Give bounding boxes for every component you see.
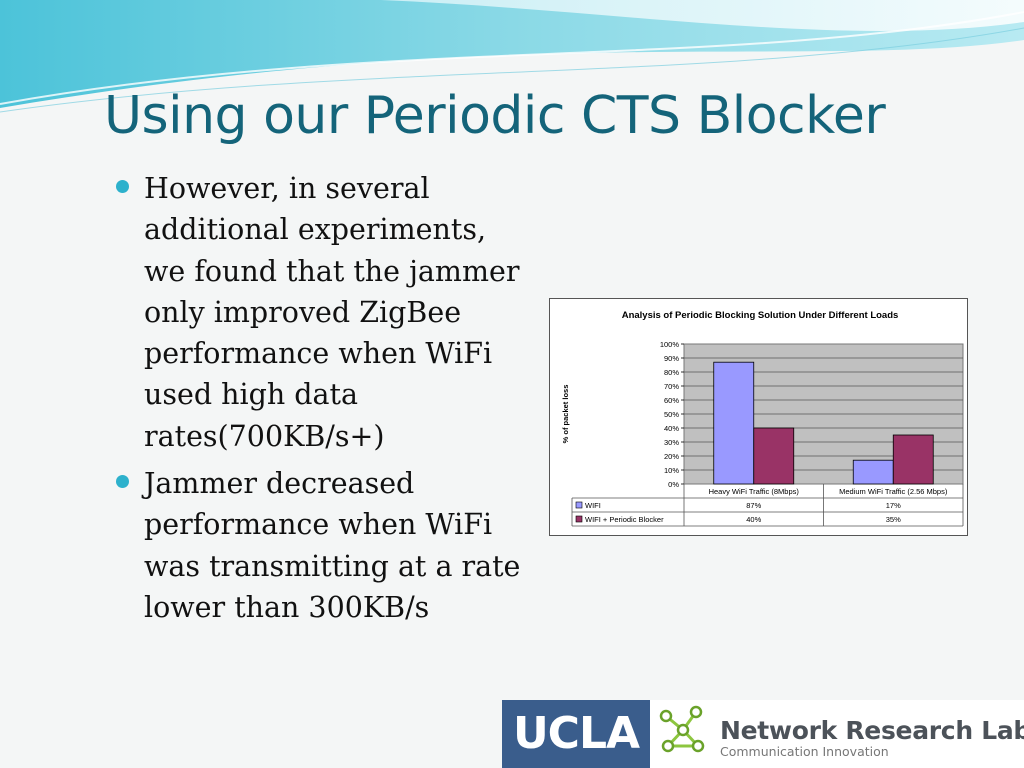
data-label: 17% [886, 501, 901, 510]
y-axis-label: % of packet loss [561, 385, 570, 444]
chart-container: Analysis of Periodic Blocking Solution U… [549, 298, 968, 536]
bullet-dot-icon [116, 180, 129, 193]
category-label: Medium WiFi Traffic (2.56 Mbps) [839, 487, 948, 496]
y-tick-label: 40% [664, 424, 679, 433]
header-wave-line-2 [0, 27, 1024, 113]
legend-swatch [575, 501, 583, 509]
bullet-text: Jammer decreased performance when WiFi w… [144, 467, 521, 624]
y-tick-label: 70% [664, 382, 679, 391]
bar-chart: Analysis of Periodic Blocking Solution U… [561, 310, 964, 527]
data-label: 87% [746, 501, 761, 510]
bullet-item: Jammer decreased performance when WiFi w… [112, 463, 522, 628]
bullet-list: However, in several additional experimen… [112, 168, 522, 634]
footer-logos: UCLA Network Research Lab Communication … [502, 700, 1024, 768]
bar-wifi [713, 361, 755, 485]
header-wave-line [0, 11, 1024, 105]
chart-title: Analysis of Periodic Blocking Solution U… [622, 310, 899, 321]
y-tick-label: 80% [664, 368, 679, 377]
y-tick-label: 0% [668, 480, 679, 489]
y-tick-label: 50% [664, 410, 679, 419]
legend-label: WIFI [585, 501, 601, 510]
data-label: 35% [886, 515, 901, 524]
ucla-logo: UCLA [502, 700, 650, 768]
y-tick-label: 60% [664, 396, 679, 405]
data-label: 40% [746, 515, 761, 524]
network-nodes-icon [659, 705, 705, 753]
y-tick-label: 90% [664, 354, 679, 363]
lab-tagline: Communication Innovation [720, 744, 889, 759]
bullet-dot-icon [116, 475, 129, 489]
y-tick-label: 20% [664, 452, 679, 461]
slide-title: Using our Periodic CTS Blocker [104, 86, 886, 146]
legend-swatch [575, 515, 583, 523]
bar-wifi [852, 459, 894, 485]
bar-wifi-blocker [892, 434, 934, 485]
legend-label: WIFI + Periodic Blocker [585, 515, 664, 524]
y-tick-label: 10% [664, 466, 679, 475]
y-tick-label: 30% [664, 438, 679, 447]
category-label: Heavy WiFi Traffic (8Mbps) [709, 487, 800, 496]
lab-name: Network Research Lab [720, 716, 1024, 745]
bar-wifi-blocker [753, 427, 795, 485]
bullet-item: However, in several additional experimen… [112, 168, 522, 457]
y-tick-label: 100% [660, 340, 680, 349]
bullet-text: However, in several additional experimen… [144, 172, 520, 453]
header-wave-highlight [380, 0, 1024, 31]
